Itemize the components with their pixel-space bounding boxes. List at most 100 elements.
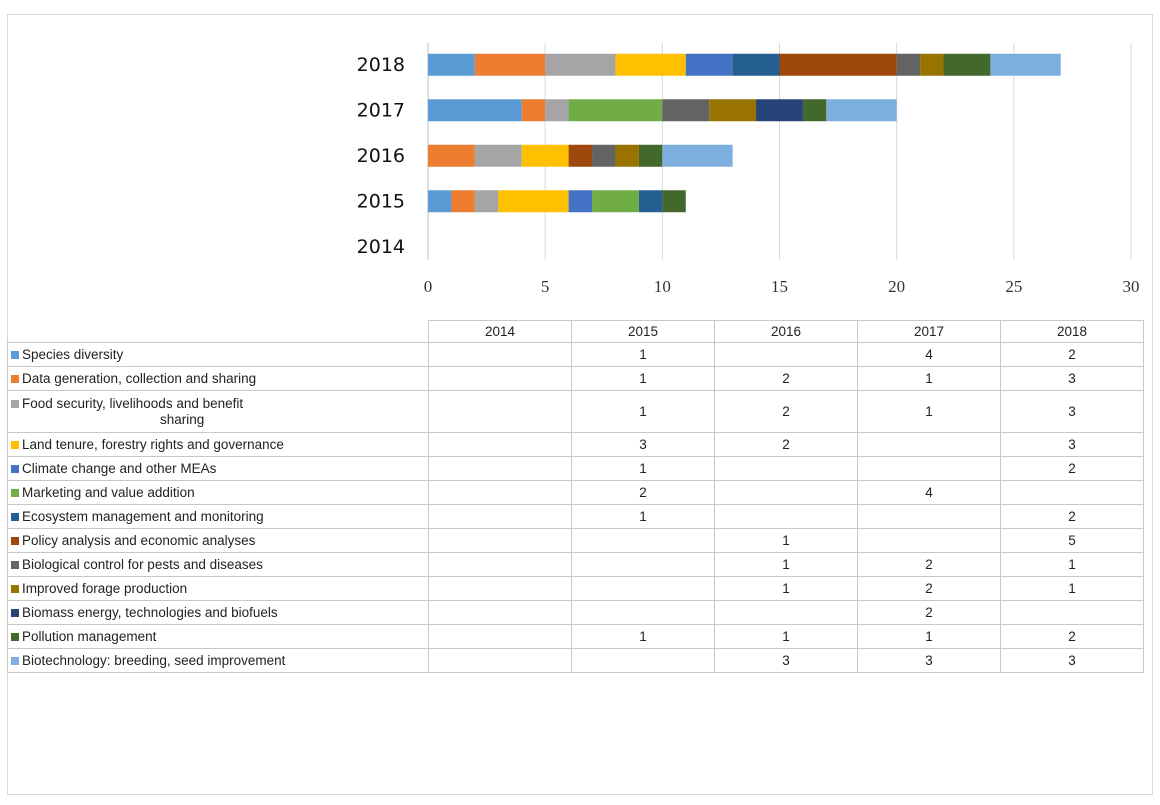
table-value-cell bbox=[714, 480, 858, 505]
bar-segment bbox=[826, 99, 897, 122]
table-row: Ecosystem management and monitoring 1 2 bbox=[7, 504, 1144, 529]
legend-swatch bbox=[11, 350, 19, 359]
series-legend-cell: Pollution management bbox=[7, 624, 429, 649]
bar-segment bbox=[732, 53, 780, 76]
series-legend-cell: Biotechnology: breeding, seed improvemen… bbox=[7, 648, 429, 673]
table-value-cell bbox=[857, 528, 1001, 553]
series-legend-cell: Biomass energy, technologies and biofuel… bbox=[7, 600, 429, 625]
table-value-cell: 1 bbox=[857, 366, 1001, 391]
table-value-cell: 1 bbox=[1000, 576, 1144, 601]
data-table: 2014 2015 2016 2017 2018 Species diversity 1 4 2… bbox=[7, 320, 1144, 673]
table-value-cell bbox=[857, 456, 1001, 481]
series-name: Pollution management bbox=[22, 628, 157, 644]
table-value-cell bbox=[571, 528, 715, 553]
table-value-cell: 2 bbox=[714, 432, 858, 457]
table-value-cell: 2 bbox=[1000, 624, 1144, 649]
legend-swatch bbox=[11, 608, 19, 617]
bar-segment bbox=[498, 190, 569, 213]
bar-segment bbox=[451, 190, 475, 213]
table-value-cell bbox=[857, 504, 1001, 529]
table-value-cell bbox=[428, 504, 572, 529]
bar-segment bbox=[756, 99, 803, 122]
series-legend-cell: Data generation, collection and sharing bbox=[7, 366, 429, 391]
table-row: Biotechnology: breeding, seed improvemen… bbox=[7, 648, 1144, 673]
stacked-bar-chart: 0 5 10 15 20 25 30 2014 2015 2016 2017 2018 bbox=[357, 43, 1140, 296]
table-header-row: 2014 2015 2016 2017 2018 bbox=[8, 320, 1144, 343]
bar-segment bbox=[662, 99, 710, 122]
bar-segment bbox=[592, 190, 639, 213]
x-tick-label: 10 bbox=[654, 277, 671, 296]
table-value-cell: 4 bbox=[857, 480, 1001, 505]
bar-segment bbox=[428, 144, 475, 167]
table-value-cell: 3 bbox=[1000, 432, 1144, 457]
x-tick-label: 25 bbox=[1005, 277, 1022, 296]
table-value-cell: 1 bbox=[571, 456, 715, 481]
series-name: Biomass energy, technologies and biofuel… bbox=[22, 604, 278, 620]
table-value-cell: 3 bbox=[1000, 648, 1144, 673]
y-category-label: 2018 bbox=[357, 54, 405, 76]
table-value-cell: 2 bbox=[1000, 342, 1144, 367]
table-row: Food security, livelihoods and benefit sh… bbox=[7, 390, 1144, 433]
series-legend-cell: Ecosystem management and monitoring bbox=[7, 504, 429, 529]
series-legend-cell: Biological control for pests and disease… bbox=[7, 552, 429, 577]
table-value-cell: 2 bbox=[857, 600, 1001, 625]
table-value-cell bbox=[1000, 600, 1144, 625]
series-legend-cell: Policy analysis and economic analyses bbox=[7, 528, 429, 553]
table-value-cell bbox=[714, 342, 858, 367]
legend-swatch bbox=[11, 632, 19, 641]
bar-segment bbox=[638, 190, 663, 213]
bar-segment bbox=[428, 99, 522, 122]
legend-swatch bbox=[11, 488, 19, 497]
table-value-cell bbox=[428, 528, 572, 553]
bar-segment bbox=[568, 144, 593, 167]
bar-segment bbox=[662, 144, 733, 167]
table-row: Species diversity 1 4 2 bbox=[7, 342, 1144, 367]
series-name: Policy analysis and economic analyses bbox=[22, 532, 256, 548]
bar-segment bbox=[920, 53, 944, 76]
series-legend-cell: Land tenure, forestry rights and governa… bbox=[7, 432, 429, 457]
table-value-cell bbox=[428, 456, 572, 481]
bar-segment bbox=[428, 190, 452, 213]
series-legend-cell: Improved forage production bbox=[7, 576, 429, 601]
table-row: Marketing and value addition 2 4 bbox=[7, 480, 1144, 505]
x-tick-label: 5 bbox=[541, 277, 550, 296]
bar-segment bbox=[568, 99, 663, 122]
x-tick-label: 15 bbox=[771, 277, 788, 296]
table-value-cell: 2 bbox=[1000, 456, 1144, 481]
table-value-cell: 1 bbox=[714, 624, 858, 649]
table-row: Pollution management 1 1 1 2 bbox=[7, 624, 1144, 649]
table-value-cell: 1 bbox=[714, 576, 858, 601]
x-tick-label: 20 bbox=[888, 277, 905, 296]
legend-swatch bbox=[11, 656, 19, 665]
table-value-cell: 3 bbox=[1000, 366, 1144, 391]
table-row: Climate change and other MEAs 1 2 bbox=[7, 456, 1144, 481]
bar-segment bbox=[568, 190, 593, 213]
table-value-cell: 2 bbox=[571, 480, 715, 505]
bar-segment bbox=[474, 144, 522, 167]
table-value-cell bbox=[571, 552, 715, 577]
bar-segment bbox=[474, 190, 499, 213]
table-corner bbox=[8, 321, 429, 343]
legend-swatch bbox=[11, 374, 19, 383]
bar-segment bbox=[615, 144, 639, 167]
bar-segment bbox=[638, 144, 663, 167]
table-value-cell bbox=[571, 576, 715, 601]
legend-swatch bbox=[11, 399, 19, 408]
bar-segment bbox=[943, 53, 991, 76]
table-value-cell bbox=[857, 432, 1001, 457]
table-value-cell: 3 bbox=[571, 432, 715, 457]
table-value-cell: 4 bbox=[857, 342, 1001, 367]
table-row: Improved forage production 1 2 1 bbox=[7, 576, 1144, 601]
bar-segment bbox=[802, 99, 827, 122]
bar-segment bbox=[428, 53, 475, 76]
table-value-cell: 5 bbox=[1000, 528, 1144, 553]
table-column-header: 2018 bbox=[1000, 320, 1144, 343]
x-tick-label: 0 bbox=[424, 277, 433, 296]
bar-segment bbox=[685, 53, 733, 76]
bar-segment bbox=[990, 53, 1061, 76]
table-value-cell: 1 bbox=[571, 504, 715, 529]
table-value-cell bbox=[428, 648, 572, 673]
series-name: Climate change and other MEAs bbox=[22, 460, 217, 476]
table-column-header: 2014 bbox=[428, 320, 572, 343]
table-value-cell bbox=[428, 624, 572, 649]
